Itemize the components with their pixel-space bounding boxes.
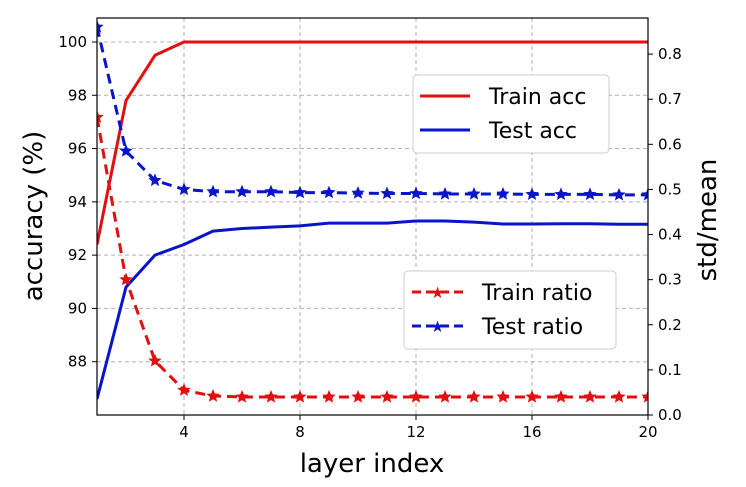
x-tick-label: 4 — [179, 423, 189, 441]
series-layer — [97, 20, 648, 403]
x-tick-label: 8 — [295, 423, 305, 441]
series-line-train-ratio — [97, 116, 648, 399]
y-right-tick-label: 0.6 — [658, 135, 682, 153]
data-point-test-ratio — [380, 186, 394, 200]
data-point-train-ratio — [119, 272, 133, 286]
data-point-train-ratio — [380, 389, 394, 403]
y-right-tick-label: 0.8 — [658, 45, 682, 63]
y-right-tick-label: 0.7 — [658, 90, 682, 108]
series-line-test-acc — [97, 219, 648, 400]
data-point-train-ratio — [496, 389, 510, 403]
y-left-tick-label: 96 — [68, 140, 87, 158]
data-point-test-ratio — [583, 187, 597, 201]
y-right-tick-label: 0.3 — [658, 271, 682, 289]
y-left-tick-label: 100 — [58, 33, 87, 51]
tick-layer: 4 8 12 16 20 88 90 92 94 96 98 100 0.0 0.1 0.2 0.3 0.4 0.… — [58, 33, 682, 441]
legend-test-ratio-marker: ★ — [430, 317, 444, 336]
data-point-train-ratio — [525, 389, 539, 403]
data-point-test-ratio — [264, 184, 278, 198]
data-point-test-ratio — [525, 187, 539, 201]
data-point-train-ratio — [554, 389, 568, 403]
data-point-test-ratio — [612, 187, 626, 201]
y-right-tick-label: 0.5 — [658, 180, 682, 198]
y-axis-right-title: std/mean — [693, 159, 723, 282]
data-point-train-ratio — [438, 389, 452, 403]
legend-ratio: ★ Train ratio ★ Test ratio — [403, 270, 617, 350]
data-point-train-ratio — [235, 389, 249, 403]
data-point-train-ratio — [351, 389, 365, 403]
legend-train-ratio-label: Train ratio — [481, 281, 593, 306]
data-point-train-ratio — [322, 389, 336, 403]
data-point-train-ratio — [148, 353, 162, 367]
x-tick-label: 16 — [522, 423, 541, 441]
data-point-test-ratio — [351, 186, 365, 199]
data-point-test-ratio — [641, 187, 648, 201]
data-point-test-ratio — [467, 186, 481, 200]
x-tick-label: 12 — [406, 423, 425, 441]
data-point-test-ratio — [148, 173, 162, 187]
data-point-test-ratio — [496, 186, 510, 200]
y-left-tick-label: 88 — [68, 353, 87, 371]
x-axis-title: layer index — [300, 449, 445, 479]
data-point-test-ratio — [119, 144, 133, 157]
data-point-train-ratio — [612, 389, 626, 403]
data-point-train-ratio — [206, 389, 220, 402]
data-point-train-ratio — [264, 389, 278, 403]
data-point-test-ratio — [235, 184, 249, 198]
plot-frame — [96, 17, 649, 416]
data-point-train-ratio — [409, 389, 423, 403]
y-left-tick-label: 92 — [68, 246, 87, 264]
data-point-train-ratio — [97, 110, 104, 123]
legend-train-ratio-marker: ★ — [430, 283, 444, 302]
y-right-tick-label: 0.0 — [658, 406, 682, 424]
y-left-tick-label: 94 — [68, 193, 87, 211]
data-point-test-ratio — [206, 184, 220, 198]
data-point-test-ratio — [554, 187, 568, 201]
y-right-tick-label: 0.4 — [658, 226, 682, 244]
legend-test-acc-label: Test acc — [488, 119, 577, 144]
data-point-test-ratio — [97, 20, 104, 33]
y-right-tick-label: 0.1 — [658, 361, 682, 379]
data-point-test-ratio — [438, 186, 452, 200]
legend-accuracy: Train acc Test acc — [412, 74, 610, 154]
legend-test-ratio-label: Test ratio — [481, 315, 583, 340]
legend-train-acc-label: Train acc — [488, 85, 586, 110]
data-point-train-ratio — [583, 389, 597, 403]
series-line-test-ratio — [97, 26, 648, 197]
y-left-tick-label: 90 — [68, 299, 87, 317]
data-point-train-ratio — [177, 383, 191, 396]
data-point-train-ratio — [293, 389, 307, 403]
data-point-test-ratio — [409, 186, 423, 200]
data-point-train-ratio — [467, 389, 481, 403]
y-right-tick-label: 0.2 — [658, 316, 682, 334]
y-axis-left-title: accuracy (%) — [19, 131, 49, 302]
data-point-train-ratio — [641, 389, 648, 403]
data-point-test-ratio — [293, 185, 307, 199]
series-line-train-acc — [97, 40, 648, 245]
y-left-tick-label: 98 — [68, 86, 87, 104]
data-point-test-ratio — [177, 182, 191, 196]
data-point-test-ratio — [322, 185, 336, 199]
x-tick-label: 20 — [638, 423, 657, 441]
